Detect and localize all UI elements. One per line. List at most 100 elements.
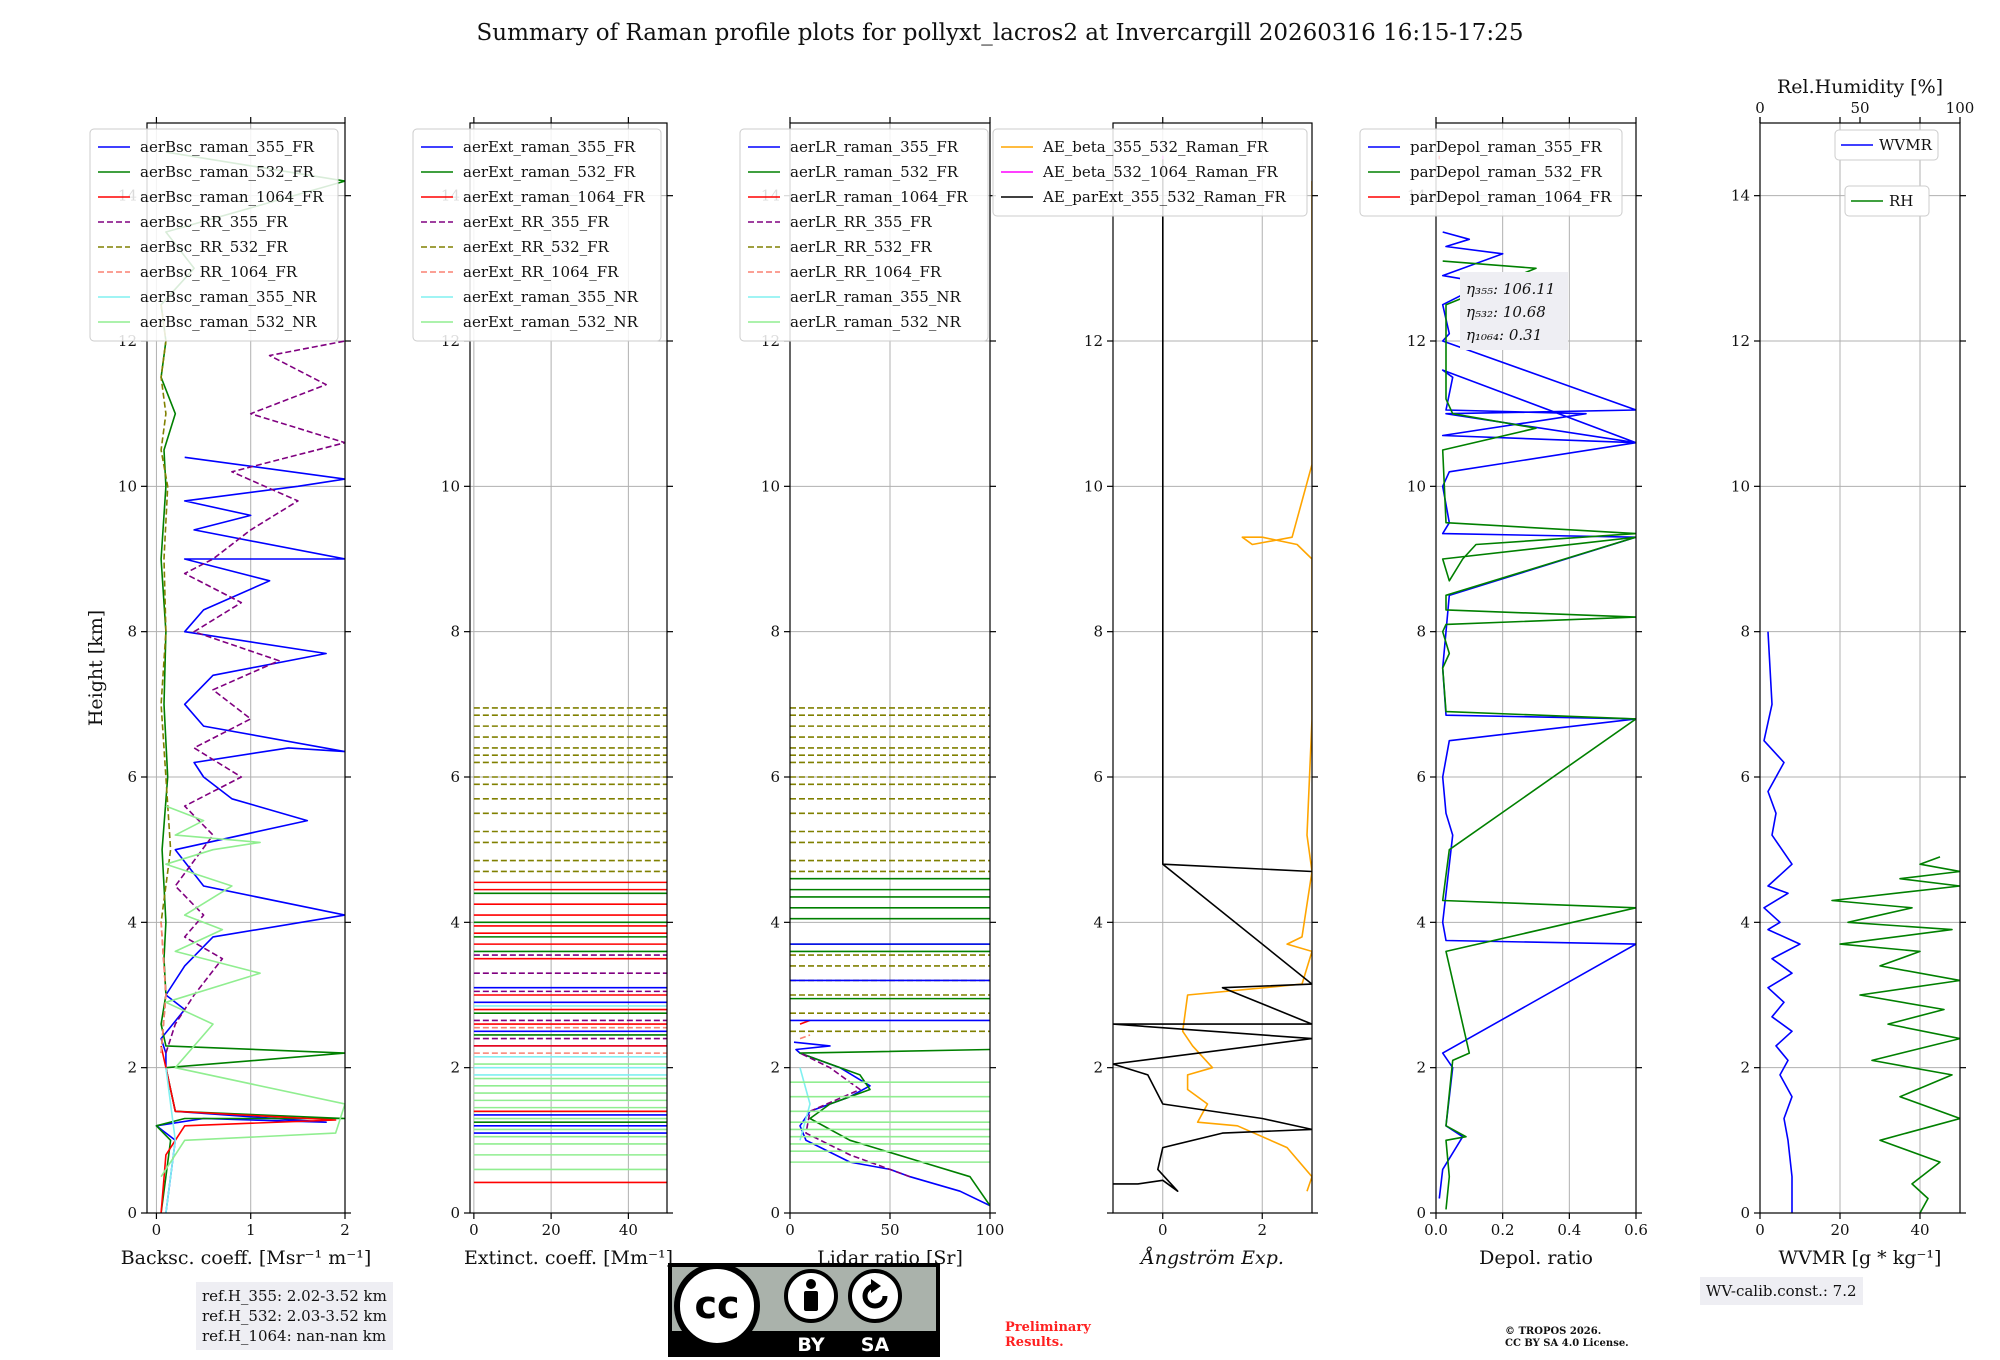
series-RH xyxy=(1831,856,1960,1213)
cc-text: cc xyxy=(694,1283,739,1327)
x-tick-label: 0.0 xyxy=(1424,1221,1448,1239)
x-tick-label: 50 xyxy=(880,1221,899,1239)
y-tick-label: 10 xyxy=(1407,477,1426,495)
legend-box xyxy=(412,128,662,342)
y-tick-label: 10 xyxy=(1731,477,1750,495)
y-tick-label: 6 xyxy=(450,768,460,786)
top-axis-label: Rel.Humidity [%] xyxy=(1777,76,1943,98)
y-tick-label: 8 xyxy=(1416,623,1426,641)
y-tick-label: 10 xyxy=(441,477,460,495)
legend-label: aerLR_RR_355_FR xyxy=(790,213,932,231)
x-axis-label: Ångström Exp. xyxy=(1139,1247,1284,1269)
x-tick-label: 2 xyxy=(340,1221,350,1239)
x-tick-label: 40 xyxy=(619,1221,638,1239)
y-tick-label: 8 xyxy=(450,623,460,641)
reference-height-box: ref.H_355: 2.02-3.52 km ref.H_532: 2.03-… xyxy=(196,1282,393,1350)
series-aerLR_raman_532_FR xyxy=(799,1048,990,1207)
y-tick-label: 6 xyxy=(1416,768,1426,786)
series-aerLR_raman_355_FR xyxy=(793,1041,990,1207)
y-tick-label: 6 xyxy=(1093,768,1103,786)
y-tick-label: 8 xyxy=(770,623,780,641)
legend-box xyxy=(1844,185,1930,217)
series-aerBsc_RR_532_FR xyxy=(160,304,172,1054)
y-tick-label: 4 xyxy=(450,913,460,931)
panel-wv: 0 20 40 0 2 4 6 8 10 12 14 WVMR [g * kg⁻¹] 0 50 100Rel… xyxy=(1731,76,1974,1269)
y-tick-label: 2 xyxy=(1416,1059,1426,1077)
legend-label: aerExt_raman_355_NR xyxy=(463,288,639,306)
legend-label: aerBsc_RR_532_FR xyxy=(140,238,288,256)
y-tick-label: 6 xyxy=(127,768,137,786)
legend-label: aerLR_raman_355_NR xyxy=(790,288,961,306)
sa-arrow-arc-icon xyxy=(862,1283,888,1309)
legend-label: aerBsc_raman_355_FR xyxy=(140,138,315,156)
x-tick-label: 0.2 xyxy=(1491,1221,1515,1239)
y-tick-label: 2 xyxy=(127,1059,137,1077)
legend-label: AE_beta_532_1064_Raman_FR xyxy=(1042,163,1278,181)
legend-label: aerBsc_RR_355_FR xyxy=(140,213,288,231)
y-tick-label: 4 xyxy=(1740,913,1750,931)
legend-angstrom: AE_beta_355_532_Raman_FR AE_beta_532_1064… xyxy=(992,128,1308,217)
ref-height-1064: ref.H_1064: nan-nan km xyxy=(202,1327,387,1345)
legend-label: aerBsc_raman_355_NR xyxy=(140,288,317,306)
top-x-tick-label: 0 xyxy=(1755,99,1765,117)
legend-wv-WVMR: WVMR xyxy=(1834,129,1939,161)
x-tick-label: 0 xyxy=(469,1221,479,1239)
y-tick-label: 0 xyxy=(1740,1204,1750,1222)
top-x-tick-label: 100 xyxy=(1946,99,1975,117)
x-tick-label: 2 xyxy=(1257,1221,1267,1239)
preliminary-notice: Preliminary Results. xyxy=(1005,1320,1091,1350)
eta-annotation-line: η₅₃₂: 10.68 xyxy=(1466,303,1546,321)
x-axis-label: Depol. ratio xyxy=(1479,1247,1593,1269)
y-tick-label: 8 xyxy=(1740,623,1750,641)
copyright-line-2: CC BY SA 4.0 License. xyxy=(1505,1338,1629,1349)
legend-label: parDepol_raman_1064_FR xyxy=(1410,188,1612,206)
x-tick-label: 0.4 xyxy=(1557,1221,1581,1239)
preliminary-line-2: Results. xyxy=(1005,1335,1064,1350)
sa-share-icon xyxy=(848,1269,902,1323)
cc-by-sa-license-badge: cc BY SA xyxy=(668,1263,940,1357)
series-AE_parExt_355_532_Raman_FR xyxy=(1113,159,1312,1192)
legend-label: aerBsc_raman_532_NR xyxy=(140,313,317,331)
legend-label: aerLR_raman_532_FR xyxy=(790,163,959,181)
y-tick-label: 8 xyxy=(1093,623,1103,641)
series-aerLR_RR_1064_FR xyxy=(799,1034,811,1040)
copyright-line-1: © TROPOS 2026. xyxy=(1505,1326,1602,1337)
y-tick-label: 4 xyxy=(770,913,780,931)
eta-annotation-line: η₁₀₆₄: 0.31 xyxy=(1466,326,1542,344)
y-tick-label: 14 xyxy=(1731,187,1750,205)
axes-frame xyxy=(1435,122,1637,1214)
person-head-icon xyxy=(806,1279,816,1289)
legend-lidarratio: aerLR_raman_355_FR aerLR_raman_532_FR aerL… xyxy=(739,128,989,342)
x-tick-label: 0.6 xyxy=(1624,1221,1648,1239)
axes-frame xyxy=(146,122,346,1214)
y-tick-label: 0 xyxy=(1416,1204,1426,1222)
panel-lidarratio: 05010002468101214Lidar ratio [Sr]aerLR_r… xyxy=(739,117,1004,1269)
y-tick-label: 10 xyxy=(118,477,137,495)
legend-label: RH xyxy=(1889,192,1913,210)
panel-depol: 0.00.20.40.602468101214Depol. ratioparDe… xyxy=(1359,117,1648,1269)
y-tick-label: 4 xyxy=(1093,913,1103,931)
legend-label: aerLR_raman_1064_FR xyxy=(790,188,968,206)
y-tick-label: 2 xyxy=(450,1059,460,1077)
eta-annotation-box xyxy=(1460,272,1568,350)
legend-label: parDepol_raman_355_FR xyxy=(1410,138,1603,156)
legend-box xyxy=(1834,129,1939,161)
legend-box xyxy=(739,128,989,342)
legend-wv-RH: RH xyxy=(1844,185,1930,217)
series-aerBsc_RR_355_FR xyxy=(165,340,345,1054)
wv-calib-box: WV-calib.const.: 7.2 xyxy=(1700,1277,1863,1305)
eta-annotation-line: η₃₅₅: 106.11 xyxy=(1466,280,1555,298)
legend-label: parDepol_raman_532_FR xyxy=(1410,163,1603,181)
x-tick-label: 20 xyxy=(1830,1221,1849,1239)
x-tick-label: 0 xyxy=(1158,1221,1168,1239)
series-AE_beta_355_532_Raman_FR xyxy=(1181,181,1312,1192)
legend-label: aerExt_RR_355_FR xyxy=(463,213,610,231)
x-tick-label: 20 xyxy=(542,1221,561,1239)
x-tick-label: 40 xyxy=(1910,1221,1929,1239)
y-tick-label: 12 xyxy=(1731,332,1750,350)
y-tick-label: 4 xyxy=(127,913,137,931)
y-tick-label: 10 xyxy=(1084,477,1103,495)
y-tick-label: 2 xyxy=(770,1059,780,1077)
axes-frame xyxy=(469,122,668,1214)
